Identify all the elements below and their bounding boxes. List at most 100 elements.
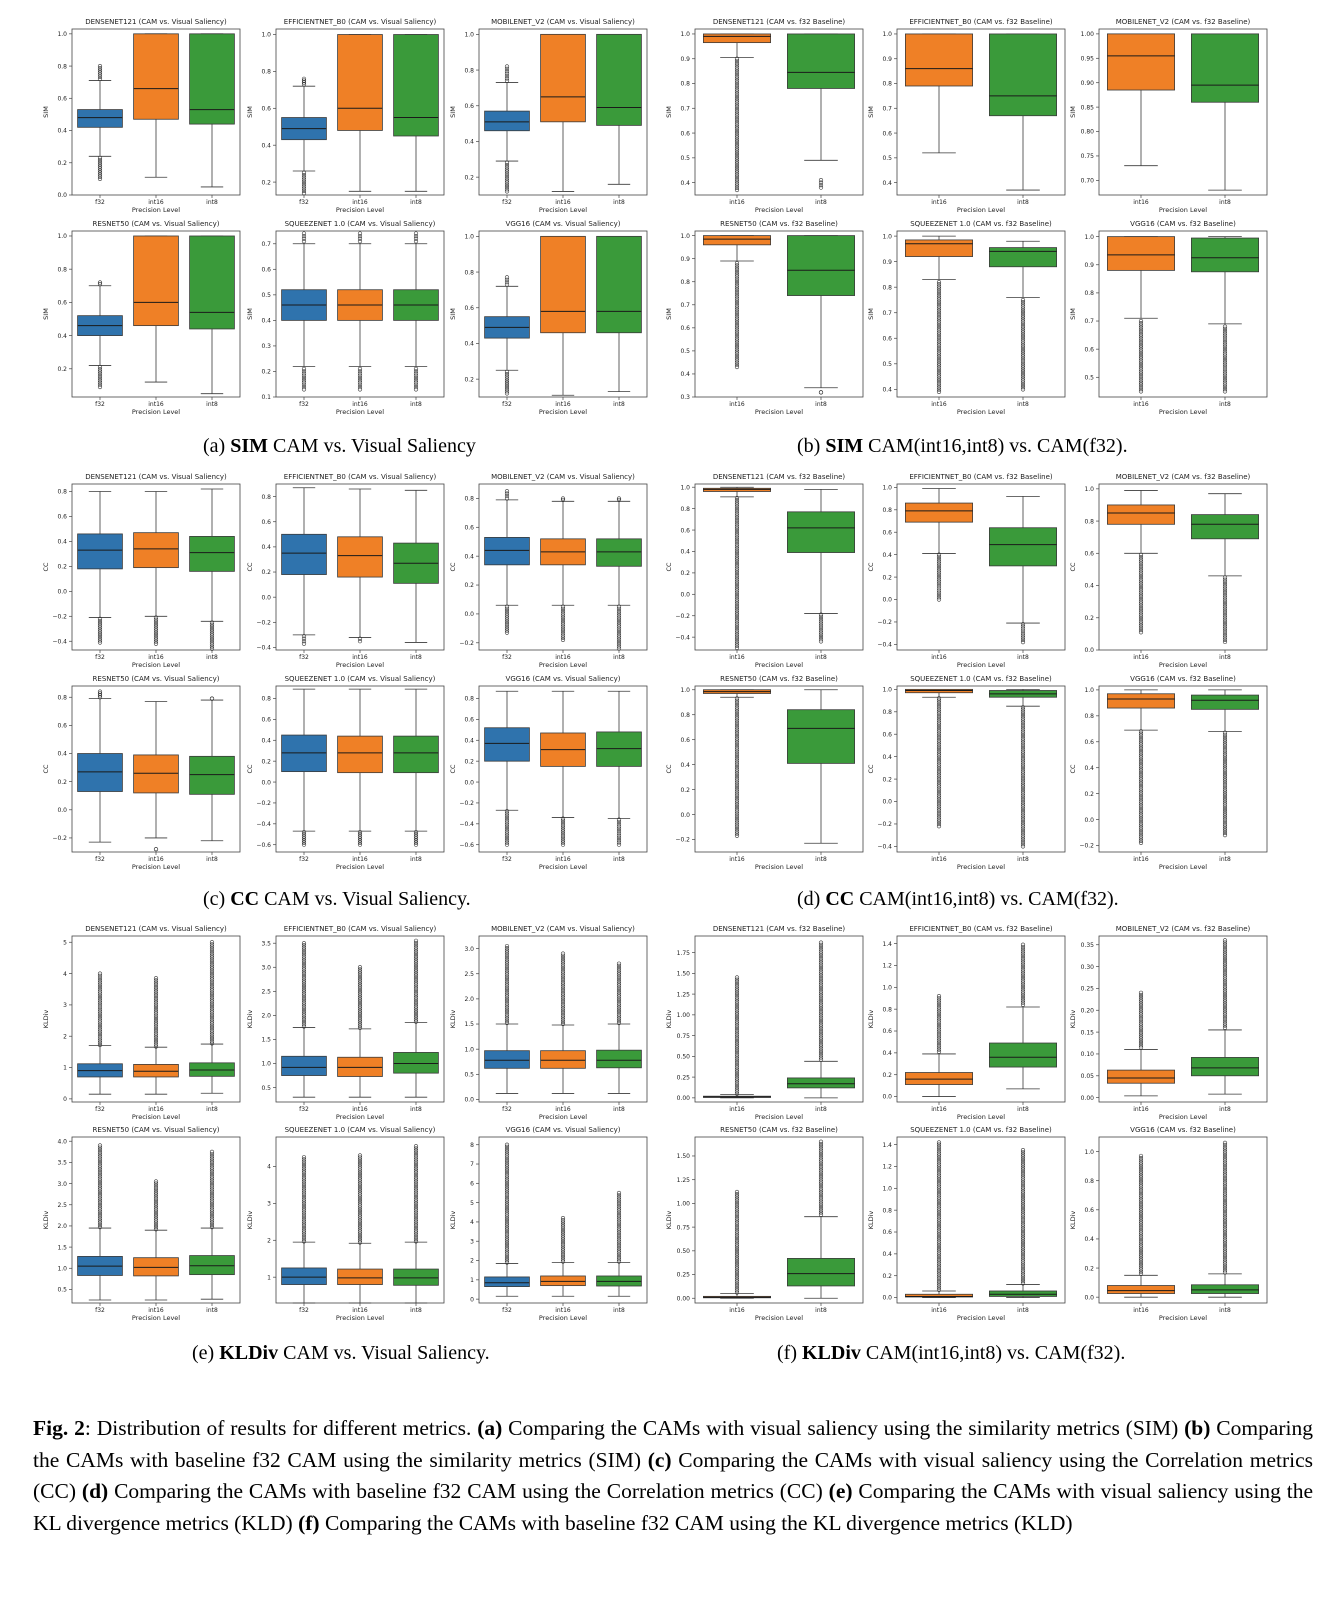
outlier-point (1020, 1150, 1026, 1155)
outlier-point (504, 380, 510, 385)
outlier-point (209, 1200, 215, 1205)
outlier-point (734, 65, 740, 70)
outlier-point (301, 378, 307, 383)
iqr-box (1191, 33, 1260, 103)
iqr-box (189, 33, 235, 125)
outlier-point (936, 1038, 942, 1043)
outlier-point (734, 1067, 740, 1072)
outlier-point (1020, 967, 1026, 972)
outlier-point (734, 338, 740, 343)
y-axis-label: CC (42, 764, 50, 774)
outlier-point (734, 263, 740, 268)
outlier-point (1222, 1270, 1228, 1275)
outlier-point (97, 689, 103, 694)
outlier-point (1138, 1247, 1144, 1252)
panel-title: EFFICIENTNET_B0 (CAM vs. f32 Baseline) (909, 925, 1053, 933)
y-tick-label: 0.0 (57, 807, 67, 814)
outlier-point (734, 179, 740, 184)
outlier-point (734, 608, 740, 613)
box-int16 (133, 1179, 179, 1301)
y-axis-label: CC (1069, 764, 1077, 774)
outlier-point (301, 1172, 307, 1178)
outlier-point (734, 634, 740, 639)
boxplot-panel: SQUEEZENET 1.0 (CAM vs. Visual Saliency)… (246, 220, 445, 416)
outlier-point (97, 378, 103, 383)
outlier-point (560, 611, 566, 616)
outlier-point (818, 947, 824, 952)
outlier-point (936, 1173, 942, 1178)
outlier-point (1020, 1244, 1026, 1249)
y-tick-label: 0.8 (1084, 1178, 1094, 1185)
boxplot-panel: RESNET50 (CAM vs. Visual Saliency)KLDivP… (42, 1126, 241, 1322)
y-axis-label: CC (665, 764, 673, 774)
outlier-point (734, 364, 740, 370)
y-tick-label: 0.4 (680, 180, 690, 187)
outlier-point (1138, 630, 1144, 635)
outlier-point (1020, 1002, 1026, 1007)
outlier-point (734, 126, 740, 131)
box-f32 (281, 688, 327, 847)
outlier-point (936, 1254, 942, 1259)
y-tick-label: 1.0 (57, 31, 67, 38)
outlier-point (734, 820, 740, 825)
outlier-point (1222, 971, 1228, 976)
outlier-point (209, 1021, 215, 1026)
outlier-point (734, 767, 740, 772)
box-int16 (703, 33, 772, 193)
outlier-point (301, 1017, 307, 1022)
outlier-point (616, 1009, 622, 1015)
outlier-point (413, 1150, 419, 1155)
outlier-point (209, 1196, 215, 1201)
outlier-point (1020, 727, 1026, 732)
outlier-point (936, 1182, 942, 1187)
outlier-point (734, 272, 740, 277)
outlier-point (936, 757, 942, 763)
y-tick-label: 0.9 (882, 56, 892, 63)
outlier-point (936, 707, 942, 712)
outlier-point (97, 1029, 103, 1034)
y-tick-label: 2 (63, 1033, 67, 1040)
x-tick-label: int8 (613, 1307, 625, 1314)
outlier-point (1138, 1010, 1144, 1015)
outlier-point (301, 832, 307, 837)
boxplot-panel: DENSENET121 (CAM vs. f32 Baseline)KLDivP… (665, 925, 864, 1121)
outlier-point (504, 626, 510, 631)
outlier-point (209, 1014, 215, 1020)
outlier-point (1222, 1003, 1228, 1008)
outlier-point (504, 974, 510, 979)
outlier-point (818, 612, 824, 617)
outlier-point (209, 957, 215, 962)
boxplot-panel: SQUEEZENET 1.0 (CAM vs. Visual Saliency)… (246, 1126, 445, 1322)
outlier-point (357, 993, 363, 998)
outlier-point (1138, 561, 1144, 566)
x-tick-label: int16 (1133, 199, 1149, 206)
iqr-box (393, 1268, 439, 1286)
outlier-point (1138, 373, 1144, 379)
outlier-point (209, 1154, 215, 1159)
outlier-point (97, 1004, 103, 1010)
outlier-point (818, 986, 824, 992)
outlier-point (301, 987, 307, 992)
outlier-point (1222, 608, 1228, 613)
outlier-point (818, 1190, 824, 1195)
outlier-point (1138, 585, 1144, 591)
outlier-point (734, 261, 740, 266)
outlier-point (734, 559, 740, 564)
outlier-point (734, 124, 740, 129)
outlier-point (357, 973, 363, 979)
outlier-point (504, 1184, 510, 1189)
outlier-point (1020, 640, 1026, 645)
outlier-point (413, 984, 419, 989)
outlier-point (504, 275, 510, 280)
outlier-point (357, 375, 363, 381)
outlier-point (936, 821, 942, 827)
outlier-point (936, 563, 942, 568)
y-tick-label: 0.0 (882, 1094, 892, 1101)
outlier-point (209, 940, 215, 945)
x-tick-label: int8 (206, 856, 218, 863)
outlier-point (1222, 586, 1228, 591)
outlier-point (1138, 1180, 1144, 1185)
outlier-point (97, 376, 103, 381)
y-tick-label: 0.5 (680, 155, 690, 162)
outlier-point (153, 1035, 159, 1040)
